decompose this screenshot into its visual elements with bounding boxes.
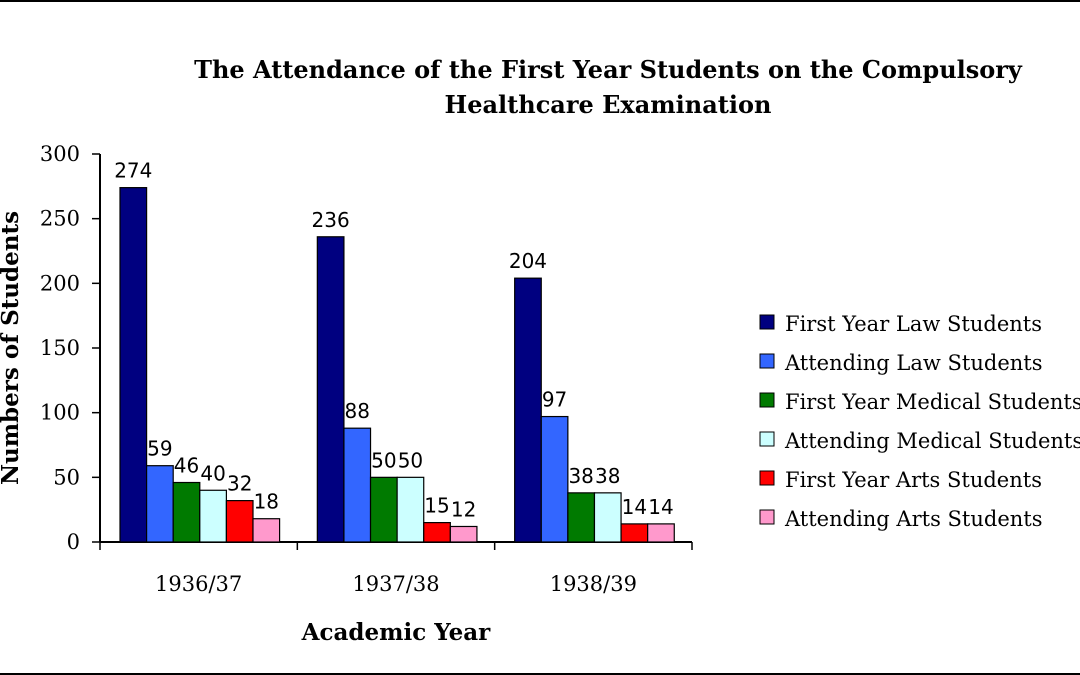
bar [449,525,478,543]
data-label: 38 [568,464,593,488]
y-tick-label: 150 [40,336,80,360]
legend-label: Attending Law Students [784,351,1043,375]
bar [343,427,372,543]
bar [514,277,542,543]
y-tick-label: 50 [53,465,80,489]
data-label: 38 [595,464,620,488]
data-label: 50 [398,448,423,472]
bar [593,492,622,543]
x-axis-title: Academic Year [301,619,492,646]
data-label: 236 [312,208,350,232]
legend-label: First Year Arts Students [785,468,1042,492]
data-label: 204 [509,249,547,273]
data-label: 50 [371,448,396,472]
data-label: 59 [147,437,172,461]
legend-swatch [759,509,775,525]
data-label: 88 [345,399,370,423]
bars-group [119,187,675,543]
legend-label: Attending Arts Students [784,507,1043,531]
bar [146,465,174,543]
bar [316,236,345,543]
data-label: 97 [542,388,567,412]
data-label: 46 [174,454,199,478]
x-tick-label: 1936/37 [155,572,242,596]
y-axis-title: Numbers of Students [0,211,24,485]
data-label: 12 [451,497,476,521]
bar [620,523,649,543]
data-label: 14 [648,495,673,519]
x-tick-label: 1937/38 [352,572,439,596]
legend-swatch [759,392,775,408]
bar [369,476,398,543]
legend-label: First Year Medical Students [785,390,1080,414]
axes: 0 50 100 150 200 250 300 1936/37 1937/38 1938/39 [40,142,693,596]
bar [396,476,425,543]
legend-swatch [759,431,775,447]
data-label: 32 [227,472,252,496]
y-tick-label: 0 [67,530,80,554]
legend-label: First Year Law Students [785,312,1042,336]
chart-title-line-1: The Attendance of the First Year Student… [194,55,1023,84]
bar [540,415,569,543]
y-tick-label: 300 [40,142,80,166]
bar [119,187,148,543]
data-label: 15 [424,494,449,518]
data-label: 18 [254,490,279,514]
data-label: 40 [200,461,225,485]
bar [647,523,675,543]
bar [199,489,228,543]
data-label: 14 [622,495,647,519]
y-tick-label: 200 [40,271,80,295]
legend-label: Attending Medical Students [784,429,1080,453]
bar [423,521,451,543]
y-tick-label: 250 [40,207,80,231]
legend-swatch [759,353,775,369]
y-tick-label: 100 [40,401,80,425]
legend: First Year Law Students Attending Law Stu… [759,312,1080,531]
bar [225,500,254,543]
bar [567,492,596,543]
bar [252,518,281,543]
x-tick-label: 1938/39 [550,572,637,596]
legend-swatch [759,314,775,330]
chart-title-line-2: Healthcare Examination [445,90,772,119]
bar [172,481,201,543]
legend-swatch [759,470,775,486]
data-label: 274 [114,159,152,183]
